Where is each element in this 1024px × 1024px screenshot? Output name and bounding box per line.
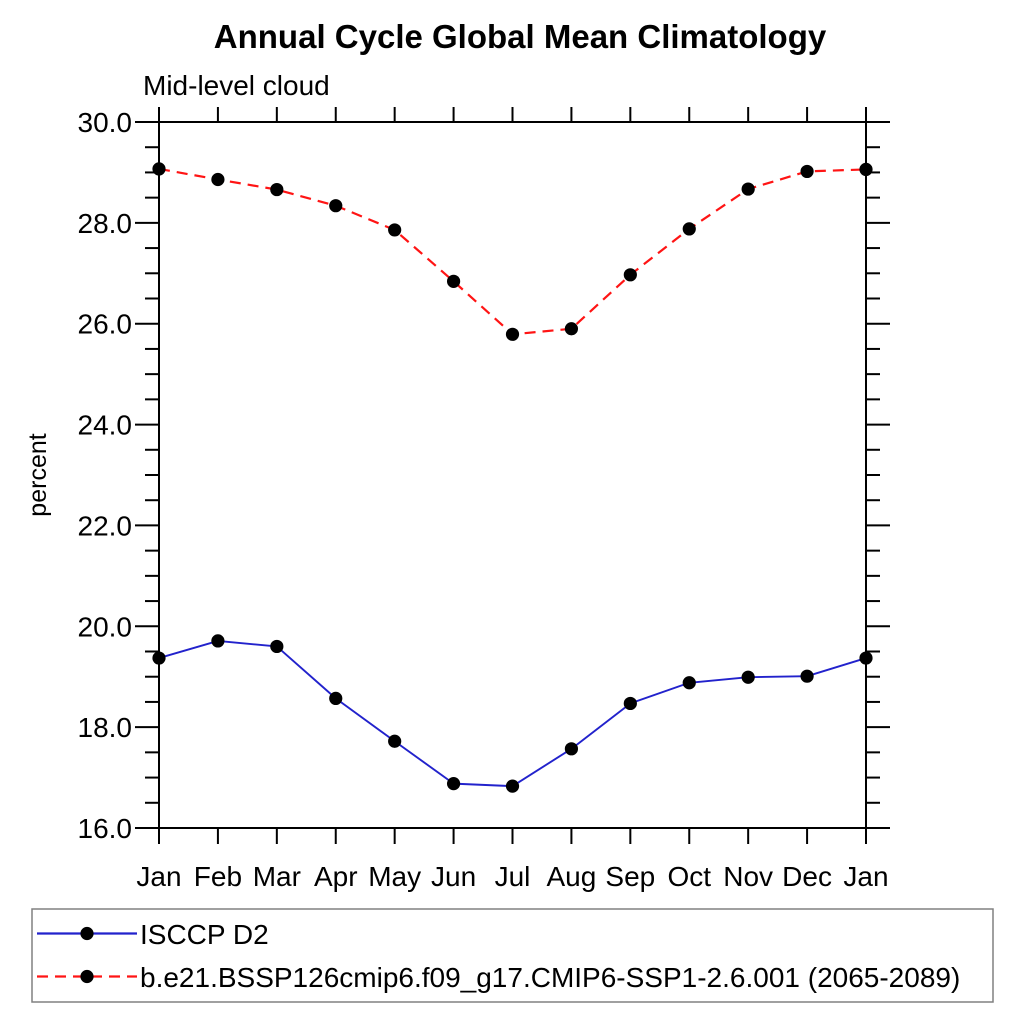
data-point (741, 670, 755, 684)
y-tick-label: 30.0 (78, 107, 133, 138)
legend-label-isccp-d2: ISCCP D2 (140, 919, 269, 950)
data-point (800, 164, 814, 179)
plot-series (152, 162, 873, 793)
x-tick-label: Jan (136, 861, 181, 892)
y-tick-label: 16.0 (78, 813, 133, 844)
legend: ISCCP D2 b.e21.BSSP126cmip6.f09_g17.CMIP… (31, 908, 994, 1003)
data-point (329, 691, 343, 705)
data-point (682, 676, 696, 690)
data-point (564, 742, 579, 756)
data-point (623, 268, 637, 282)
series-line-1 (158, 167, 867, 336)
x-tick-label: May (368, 861, 421, 892)
x-tick-label: Dec (782, 861, 832, 892)
legend-label-model-run: b.e21.BSSP126cmip6.f09_g17.CMIP6-SSP1-2.… (140, 962, 960, 993)
series-line-0 (158, 639, 867, 788)
data-point (859, 651, 873, 665)
data-point (329, 199, 343, 213)
data-point (505, 779, 520, 793)
y-tick-label: 18.0 (78, 712, 133, 743)
data-point (152, 651, 166, 665)
data-point (211, 172, 225, 187)
y-tick-label: 26.0 (78, 309, 133, 340)
x-tick-label: Apr (314, 861, 358, 892)
y-tick-label: 28.0 (78, 208, 133, 239)
x-tick-label: Sep (605, 861, 655, 892)
x-tick-label: Feb (194, 861, 242, 892)
chart-title: Annual Cycle Global Mean Climatology (214, 18, 827, 55)
x-tick-label: Jan (843, 861, 888, 892)
data-point (564, 322, 579, 336)
x-tick-label: Nov (723, 861, 773, 892)
data-point (623, 696, 637, 711)
data-point (446, 777, 461, 791)
data-point (270, 639, 284, 654)
data-point (859, 162, 873, 177)
legend-marker-0 (80, 926, 94, 941)
y-tick-label: 20.0 (78, 611, 133, 642)
x-tick-label: Jun (431, 861, 476, 892)
data-point (741, 182, 755, 196)
data-point (388, 223, 402, 237)
chart-subtitle: Mid-level cloud (143, 70, 330, 101)
data-point (682, 222, 696, 236)
data-point (800, 669, 814, 683)
legend-marker-1 (80, 969, 94, 984)
x-tick-label: Mar (253, 861, 301, 892)
x-tick-label: Oct (667, 861, 711, 892)
x-tick-label: Aug (547, 861, 597, 892)
data-point (152, 162, 166, 176)
axes: Jan Feb Mar Apr May Jun Jul Aug Sep Oct Nov Dec Jan1… (78, 107, 890, 892)
data-point (211, 634, 225, 648)
x-tick-label: Jul (495, 861, 531, 892)
y-tick-label: 24.0 (78, 410, 133, 441)
legend-box (31, 908, 994, 1003)
data-point (505, 327, 520, 341)
plot-frame (158, 121, 867, 829)
data-point (446, 274, 461, 288)
y-axis-label: percent (24, 433, 52, 516)
legend-swatches (37, 926, 137, 984)
data-point (270, 182, 284, 197)
data-point (388, 734, 402, 748)
y-tick-label: 22.0 (78, 510, 133, 541)
